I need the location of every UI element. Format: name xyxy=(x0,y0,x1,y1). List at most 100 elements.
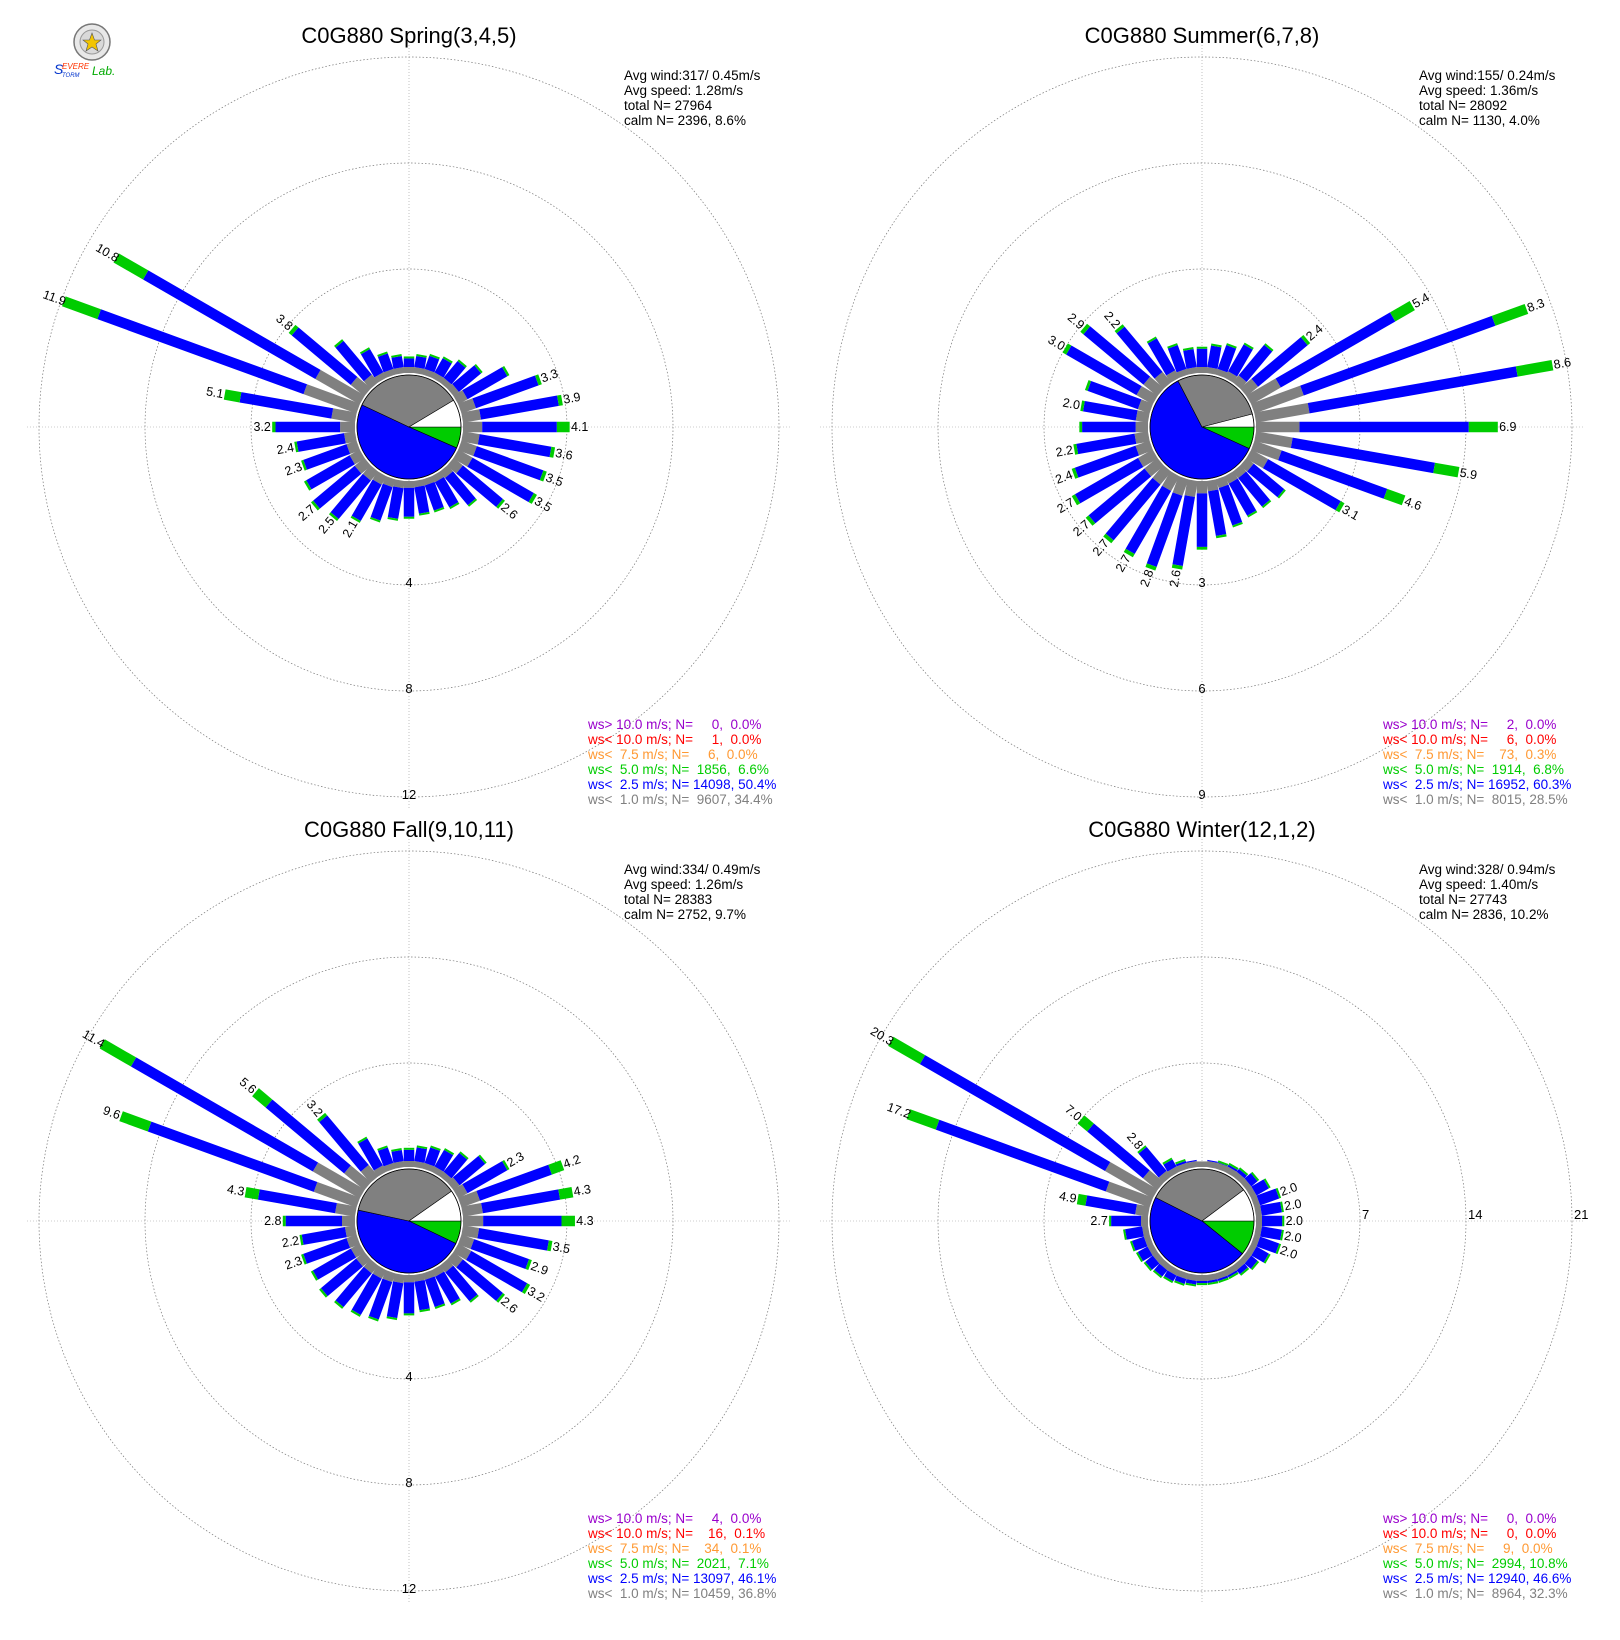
bar-value-label: 2.0 xyxy=(1062,396,1082,413)
bar-segment-gray xyxy=(1215,1269,1228,1280)
bar-segment-blue xyxy=(368,1278,393,1320)
bar-segment-green xyxy=(1335,501,1345,513)
range-ring xyxy=(38,850,780,1592)
bar-segment-green xyxy=(377,1145,388,1151)
bar-segment-gray xyxy=(1215,475,1229,489)
bar-segment-blue xyxy=(370,483,393,521)
bar-segment-blue xyxy=(1076,433,1137,455)
bar-segment-green xyxy=(556,421,570,433)
wind-bar xyxy=(1163,1265,1180,1284)
bar-segment-green xyxy=(1163,1276,1174,1284)
bar-segment-green xyxy=(449,502,460,510)
bar-segment-blue xyxy=(443,1152,468,1179)
bar-segment-green xyxy=(223,389,242,403)
bar-segment-green xyxy=(430,1145,441,1151)
bar-segment-blue xyxy=(443,360,466,385)
pie-outline xyxy=(1149,374,1255,480)
bar-segment-gray xyxy=(1143,376,1165,397)
bar-segment-gray xyxy=(1152,464,1172,485)
bar-value-label: 4.3 xyxy=(576,1214,593,1228)
bar-value-label: 2.3 xyxy=(283,459,304,478)
bar-segment-gray xyxy=(344,1225,357,1238)
legend-entry-purple: ws> 10.0 m/s; N= 0, 0.0% xyxy=(1382,1511,1556,1526)
bar-segment-green xyxy=(319,1288,328,1298)
bar-segment-green xyxy=(377,351,388,357)
bar-segment-blue xyxy=(1146,492,1183,567)
bar-segment-gray xyxy=(340,421,356,433)
bar-segment-green xyxy=(418,511,430,516)
bar-segment-green xyxy=(1146,336,1157,344)
wind-bar xyxy=(1254,431,1460,478)
wind-bar xyxy=(391,354,405,375)
bar-segment-gray xyxy=(463,1215,484,1227)
bar-segment-blue xyxy=(1154,1263,1168,1277)
wind-bar xyxy=(462,421,570,433)
bar-segment-gray xyxy=(1176,1162,1189,1173)
bar-segment-green xyxy=(1152,1269,1163,1279)
legend-entry-gray: ws< 1.0 m/s; N= 8964, 32.3% xyxy=(1382,1586,1568,1601)
bar-segment-green xyxy=(547,1240,553,1252)
bar-segment-green xyxy=(1196,1283,1208,1286)
wind-bar xyxy=(113,253,365,405)
bar-segment-gray xyxy=(457,398,476,414)
bar-value-label: 11.9 xyxy=(41,287,68,308)
bar-segment-blue xyxy=(319,1115,369,1172)
bar-segment-gray xyxy=(446,1251,463,1268)
bar-segment-blue xyxy=(424,481,444,511)
bar-segment-gray xyxy=(453,1243,472,1260)
wind-bar xyxy=(1085,457,1165,526)
bar-segment-blue xyxy=(351,1273,382,1315)
bar-segment-blue xyxy=(306,455,355,490)
bar-segment-blue xyxy=(479,395,559,420)
bar-segment-green xyxy=(1114,324,1125,334)
bar-value-label: 2.8 xyxy=(264,1214,281,1228)
wind-bar xyxy=(422,353,440,379)
wind-bar xyxy=(359,347,387,383)
bar-value-label: 2.6 xyxy=(1167,569,1184,589)
bar-segment-gray xyxy=(1152,1251,1165,1264)
bar-segment-gray xyxy=(349,449,365,465)
bar-segment-green xyxy=(433,507,445,513)
bar-value-label: 3.9 xyxy=(562,390,582,407)
bar-segment-gray xyxy=(1250,385,1304,414)
wind-bar xyxy=(1256,421,1498,433)
bar-segment-green xyxy=(303,480,312,491)
bar-segment-gray xyxy=(315,369,365,405)
bar-segment-gray xyxy=(1256,1215,1262,1227)
legend-entry-orange: ws< 7.5 m/s; N= 73, 0.3% xyxy=(1382,747,1556,762)
wind-bar xyxy=(368,1269,396,1322)
wind-bar xyxy=(1071,449,1158,506)
wind-bar xyxy=(1196,1275,1208,1286)
pie-outline xyxy=(356,1168,462,1274)
bar-segment-gray xyxy=(360,1164,379,1184)
bar-segment-green xyxy=(1433,462,1460,478)
bar-segment-blue xyxy=(1260,1201,1282,1216)
bar-segment-gray xyxy=(1167,1166,1180,1177)
wind-bar xyxy=(461,394,563,423)
bar-segment-gray xyxy=(1105,1161,1158,1199)
bar-segment-green xyxy=(549,446,556,458)
wind-bar xyxy=(403,1275,415,1316)
bar-segment-gray xyxy=(363,374,379,390)
bar-segment-gray xyxy=(1239,457,1254,472)
range-ring xyxy=(144,956,674,1486)
wind-bar xyxy=(282,1215,355,1227)
bar-segment-gray xyxy=(335,1202,357,1217)
bar-segment-blue xyxy=(1066,345,1142,396)
wind-bar xyxy=(272,421,356,433)
bar-segment-blue xyxy=(1299,421,1469,433)
bar-segment-green xyxy=(1162,1157,1173,1165)
bar-segment-gray xyxy=(1162,471,1180,491)
bar-segment-blue xyxy=(377,1147,394,1167)
bar-segment-gray xyxy=(403,481,415,488)
wind-bar xyxy=(310,1243,365,1281)
bar-segment-blue xyxy=(1125,485,1172,555)
range-ring xyxy=(937,956,1467,1486)
bar-segment-green xyxy=(403,1313,415,1316)
wind-bar xyxy=(1071,440,1154,479)
bar-segment-green xyxy=(1143,1261,1152,1272)
wind-bar xyxy=(1062,343,1158,405)
bar-segment-gray xyxy=(1135,410,1150,423)
bar-segment-gray xyxy=(1135,421,1148,433)
bar-segment-green xyxy=(310,500,320,511)
